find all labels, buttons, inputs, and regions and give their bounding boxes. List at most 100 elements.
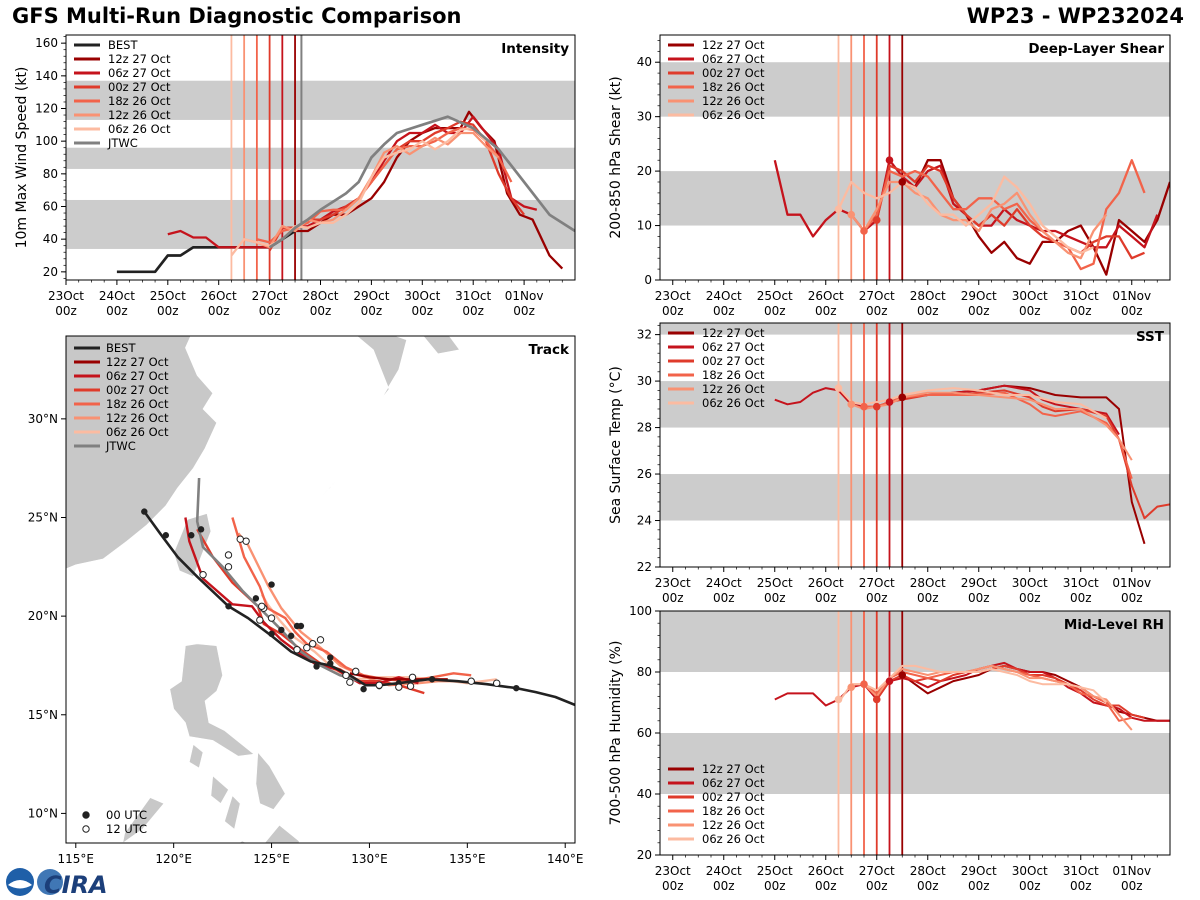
- y-tick-label: 20°N: [28, 609, 58, 623]
- track-line-jtwc: [195, 477, 361, 683]
- y-tick-label: 20: [637, 164, 652, 178]
- sst-panel: 22242628303223Oct00z24Oct00z25Oct00z26Oc…: [608, 322, 1171, 605]
- x-tick-label: 00z: [662, 879, 684, 893]
- legend-entry: 00 UTC: [106, 808, 147, 822]
- x-tick-label: 140°E: [547, 852, 584, 866]
- x-tick-label: 30Oct: [1012, 576, 1048, 590]
- track-line-18z-26-oct: [231, 517, 472, 683]
- kyushu-land: [356, 336, 407, 400]
- y-axis-label: 200-850 hPa Shear (kt): [608, 76, 624, 238]
- x-tick-label: 00z: [1019, 304, 1041, 318]
- x-tick-label: 25Oct: [757, 576, 793, 590]
- threshold-band: [66, 147, 575, 169]
- marker-00utc: [225, 603, 232, 610]
- legend-marker-12utc: [82, 825, 90, 833]
- legend-entry: 06z 27 Oct: [108, 66, 171, 80]
- mindanao-land: [238, 824, 300, 843]
- init-marker: [885, 677, 894, 685]
- legend-entry: BEST: [106, 341, 136, 355]
- y-tick-label: 80: [43, 167, 58, 181]
- x-tick-label: 00z: [866, 591, 888, 605]
- series-line-12z-26-oct: [850, 180, 1108, 260]
- legend-entry: 12z 27 Oct: [702, 762, 765, 776]
- marker-12utc: [308, 640, 317, 648]
- marker-12utc: [342, 671, 350, 680]
- legend-entry: 12z 26 Oct: [108, 108, 171, 122]
- legend-entry: 18z 26 Oct: [702, 80, 765, 94]
- x-tick-label: 00z: [764, 879, 786, 893]
- init-marker: [860, 680, 868, 688]
- y-tick-label: 20: [43, 265, 58, 279]
- y-tick-label: 40: [637, 787, 652, 801]
- x-tick-label: 27Oct: [859, 864, 895, 878]
- y-tick-label: 15°N: [28, 708, 58, 722]
- threshold-band: [66, 199, 575, 249]
- x-tick-label: 130°E: [351, 852, 388, 866]
- x-tick-label: 23Oct: [48, 289, 84, 303]
- plot-area: [66, 35, 575, 280]
- series-line-06z-26-oct: [837, 664, 1107, 704]
- cira-logo: CIRA: [6, 868, 108, 898]
- x-tick-label: 00z: [513, 304, 535, 318]
- x-tick-label: 23Oct: [655, 864, 691, 878]
- legend-entry: 12z 27 Oct: [108, 52, 171, 66]
- marker-12utc: [267, 614, 276, 622]
- marker-00utc: [293, 622, 301, 630]
- legend-entry: 06z 26 Oct: [702, 832, 765, 846]
- x-tick-label: 01Nov: [1112, 576, 1151, 590]
- figure-title: GFS Multi-Run Diagnostic Comparison: [12, 4, 462, 28]
- x-tick-label: 30Oct: [1012, 289, 1048, 303]
- panel-title: Deep-Layer Shear: [1028, 41, 1164, 57]
- marker-12utc: [467, 677, 475, 685]
- negros-land: [224, 795, 241, 830]
- x-tick-label: 00z: [412, 304, 434, 318]
- marker-12utc: [199, 571, 207, 579]
- x-tick-label: 25Oct: [757, 289, 793, 303]
- marker-00utc: [513, 684, 520, 692]
- x-tick-label: 24Oct: [99, 289, 135, 303]
- x-tick-label: 27Oct: [859, 289, 895, 303]
- x-tick-label: 00z: [1121, 591, 1143, 605]
- x-tick-label: 24Oct: [706, 289, 742, 303]
- legend-entry: 06z 26 Oct: [702, 396, 765, 410]
- marker-00utc: [141, 508, 148, 515]
- marker-12utc: [395, 683, 403, 691]
- plot-area: [660, 611, 1170, 855]
- marker-12utc: [224, 563, 233, 571]
- x-tick-label: 25Oct: [757, 864, 793, 878]
- x-tick-label: 01Nov: [1112, 864, 1151, 878]
- x-tick-label: 28Oct: [910, 864, 946, 878]
- y-tick-label: 40: [637, 55, 652, 69]
- y-tick-label: 160: [35, 36, 58, 50]
- y-tick-label: 24: [637, 514, 652, 528]
- series-line-12z-26-oct: [851, 664, 1133, 731]
- map-frame: [65, 335, 576, 844]
- panel-title: Mid-Level RH: [1064, 617, 1164, 633]
- y-tick-label: 30: [637, 374, 652, 388]
- x-tick-label: 00z: [310, 304, 332, 318]
- x-tick-label: 00z: [1121, 304, 1143, 318]
- marker-12utc: [224, 551, 233, 559]
- x-tick-label: 28Oct: [302, 289, 338, 303]
- x-tick-label: 120°E: [155, 852, 192, 866]
- legend-entry: 06z 26 Oct: [106, 425, 169, 439]
- legend-marker-00utc: [82, 811, 90, 819]
- storm-id: WP23 - WP232024: [966, 4, 1184, 28]
- x-tick-label: 00z: [713, 304, 735, 318]
- y-tick-label: 20: [637, 848, 652, 862]
- y-tick-label: 80: [637, 665, 652, 679]
- x-tick-label: 00z: [866, 304, 888, 318]
- x-tick-label: 29Oct: [353, 289, 389, 303]
- x-tick-label: 115°E: [58, 852, 95, 866]
- marker-12utc: [406, 682, 415, 690]
- legend-entry: 18z 26 Oct: [106, 397, 169, 411]
- x-tick-label: 00z: [815, 591, 837, 605]
- y-tick-label: 30°N: [28, 412, 58, 426]
- marker-12utc: [316, 636, 325, 644]
- y-tick-label: 10: [637, 219, 652, 233]
- series-line-12z-26-oct: [850, 391, 1133, 461]
- init-marker: [872, 216, 881, 224]
- x-tick-label: 00z: [55, 304, 77, 318]
- threshold-band: [660, 611, 1170, 672]
